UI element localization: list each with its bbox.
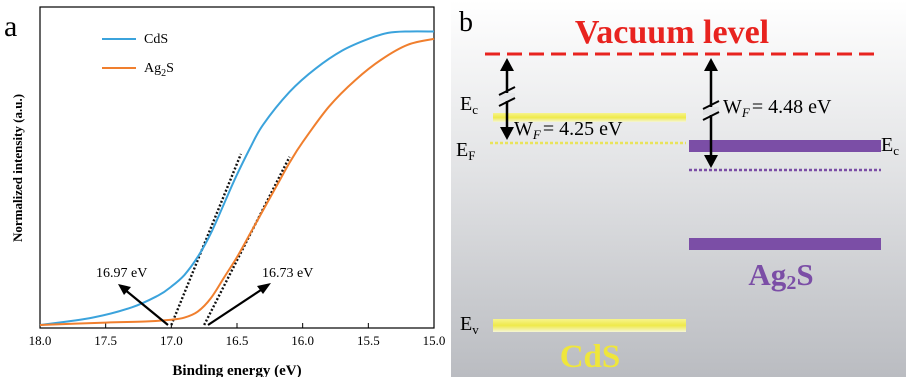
x-axis-label: Binding energy (eV) (172, 363, 301, 377)
x-tick-label: 17.5 (94, 333, 117, 348)
wf-arrow-left-tip-bottom (500, 127, 514, 140)
annotation-arrowhead-cds (118, 284, 131, 295)
cds-material-label: CdS (560, 339, 621, 375)
x-tick-label: 16.0 (291, 333, 314, 348)
wf-arrow-right-break (703, 107, 719, 115)
ag2s-material-label: Ag2S (748, 257, 813, 294)
y-axis-label: Normalized intensity (a.u.) (10, 94, 25, 242)
wf-arrow-left-break-2 (498, 97, 516, 107)
ef-label-left: EF (456, 139, 475, 163)
x-tick-label: 17.0 (160, 333, 183, 348)
cds-valence-band (493, 319, 686, 332)
ev-label-left: Ev (460, 313, 479, 337)
panel-a-label: a (4, 10, 17, 43)
plot-area (39, 30, 435, 326)
wf-arrow-left-tip-top (500, 58, 514, 71)
annotation-label-ag2s: 16.73 eV (262, 266, 313, 281)
annotation-arrow-ag2s (207, 287, 265, 326)
annotation-label-cds: 16.97 eV (96, 266, 147, 281)
ag2s-valence-band (689, 238, 881, 250)
annotation-arrowhead-ag2s (257, 283, 271, 294)
panel-b: b Vacuum level Ec EF Ev Ec WF = 4.25 eV (451, 0, 906, 377)
annotation-cds: 16.97 eV (96, 266, 169, 326)
work-function-arrow-right (702, 58, 720, 168)
x-tick-label: 15.5 (357, 333, 380, 348)
wf-arrow-left-break (499, 93, 515, 101)
legend-label-ag2s: Ag2S (144, 61, 174, 79)
x-tick-label: 16.5 (226, 333, 249, 348)
cds-conduction-band (493, 113, 686, 122)
x-tick-label: 15.0 (423, 333, 446, 348)
wf-arrow-right-tip-top (704, 58, 718, 71)
legend-label-cds: CdS (144, 32, 168, 47)
wf-arrow-right-tip-bottom (704, 155, 718, 168)
tangent-line-1 (203, 156, 291, 326)
annotation-arrow-cds (123, 288, 169, 326)
x-tick-label: 18.0 (29, 333, 52, 348)
series-line-ag2s (39, 37, 435, 326)
work-function-arrow-left (498, 58, 516, 140)
panel-a: a 18.0 17.5 17.0 16.5 16.0 15.5 15.0 Normalize… (4, 6, 446, 377)
ag2s-conduction-band (689, 140, 881, 152)
ec-label-left: Ec (460, 93, 478, 117)
wf-arrow-right-break-2 (702, 111, 720, 121)
work-function-left: WF = 4.25 eV (514, 118, 623, 142)
wf-arrow-left-break-1 (498, 86, 516, 96)
work-function-right: WF = 4.48 eV (723, 96, 832, 120)
legend: CdS Ag2S (102, 32, 174, 79)
tangent-line-0 (170, 153, 243, 326)
x-axis: 18.0 17.5 17.0 16.5 16.0 15.5 15.0 (29, 323, 446, 348)
panel-b-background (451, 0, 906, 377)
series-line-cds (39, 30, 435, 326)
panel-b-label: b (459, 7, 473, 38)
vacuum-level-label: Vacuum level (575, 14, 769, 51)
annotation-ag2s: 16.73 eV (207, 266, 313, 326)
ec-label-right: Ec (881, 134, 899, 158)
wf-arrow-right-break-1 (702, 100, 720, 110)
